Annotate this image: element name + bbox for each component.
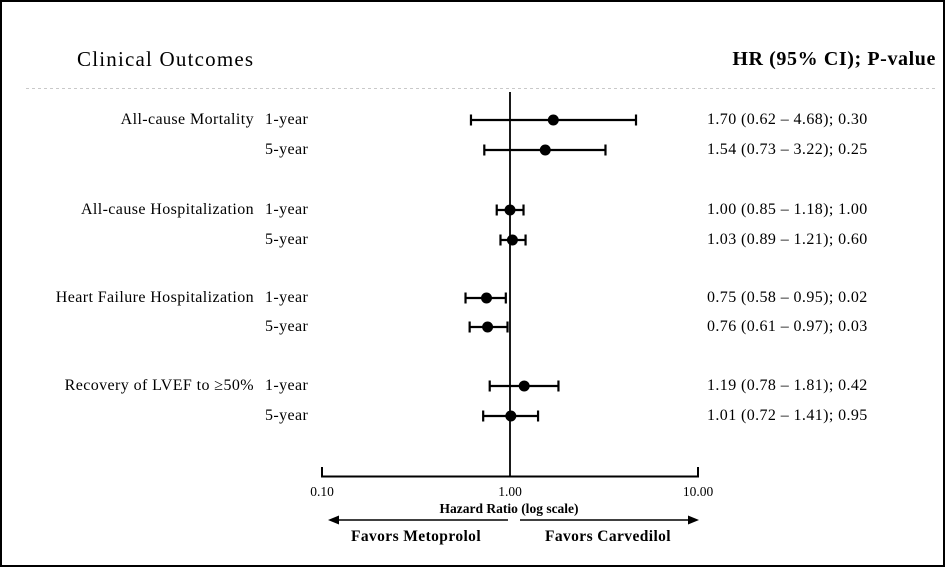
x-axis-title: Hazard Ratio (log scale) xyxy=(439,501,578,516)
time-label: 1-year xyxy=(265,111,309,128)
time-label: 5-year xyxy=(265,318,309,335)
outcome-label: Heart Failure Hospitalization xyxy=(55,289,254,306)
right-arrowhead xyxy=(688,515,699,525)
x-tick-label: 10.00 xyxy=(683,484,714,499)
outcome-label: All-cause Mortality xyxy=(120,111,254,128)
outcome-label: Recovery of LVEF to ≥50% xyxy=(64,377,254,394)
point-estimate xyxy=(506,234,518,246)
time-label: 1-year xyxy=(265,289,309,306)
hr-ci-pvalue: 0.76 (0.61 – 0.97); 0.03 xyxy=(707,318,868,335)
x-tick-label: 1.00 xyxy=(498,484,522,499)
x-axis xyxy=(321,467,699,478)
favors-right-label: Favors Carvedilol xyxy=(545,528,671,545)
time-label: 5-year xyxy=(265,231,309,248)
time-label: 1-year xyxy=(265,201,309,218)
point-estimate xyxy=(482,321,494,333)
hr-ci-pvalue: 1.00 (0.85 – 1.18); 1.00 xyxy=(707,201,868,218)
value-column-header: HR (95% CI); P-value xyxy=(732,48,936,70)
point-estimate xyxy=(481,292,493,304)
point-estimate xyxy=(539,144,551,156)
point-estimate xyxy=(518,380,530,392)
point-estimate xyxy=(547,114,559,126)
x-tick-label: 0.10 xyxy=(310,484,334,499)
hr-ci-pvalue: 1.70 (0.62 – 4.68); 0.30 xyxy=(707,111,868,128)
left-arrowhead xyxy=(328,515,339,525)
point-estimate xyxy=(505,410,517,422)
favors-left-label: Favors Metoprolol xyxy=(351,528,481,545)
outcome-label: All-cause Hospitalization xyxy=(80,201,254,218)
hr-ci-pvalue: 0.75 (0.58 – 0.95); 0.02 xyxy=(707,289,868,306)
point-estimate xyxy=(504,204,516,216)
hr-ci-pvalue: 1.19 (0.78 – 1.81); 0.42 xyxy=(707,377,868,394)
time-label: 1-year xyxy=(265,377,309,394)
header-divider xyxy=(26,88,938,89)
figure-title: Clinical Outcomes xyxy=(77,47,255,71)
time-label: 5-year xyxy=(265,141,309,158)
hr-ci-pvalue: 1.03 (0.89 – 1.21); 0.60 xyxy=(707,231,868,248)
hr-ci-pvalue: 1.54 (0.73 – 3.22); 0.25 xyxy=(707,141,868,158)
hr-ci-pvalue: 1.01 (0.72 – 1.41); 0.95 xyxy=(707,407,868,424)
time-label: 5-year xyxy=(265,407,309,424)
